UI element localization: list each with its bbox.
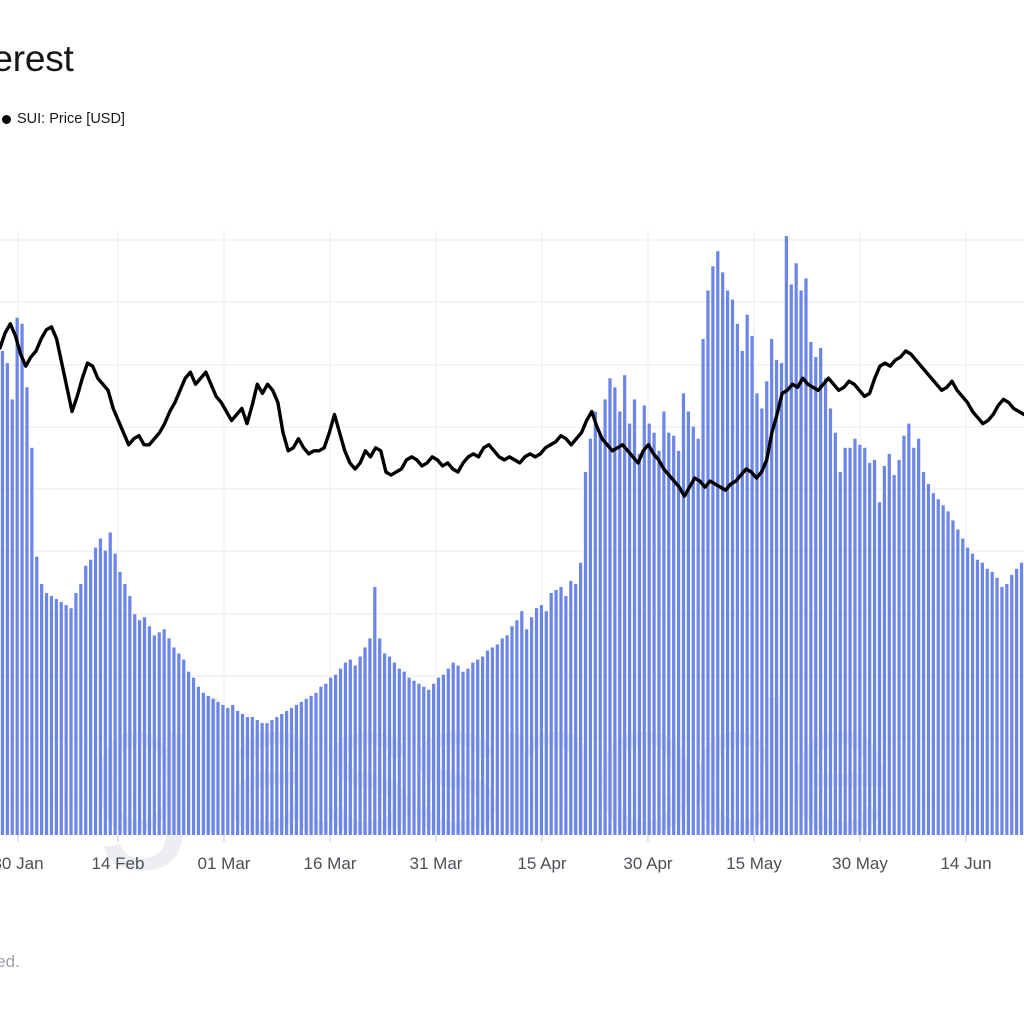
x-tick-label: 30 May [832,854,888,873]
x-axis-ticks [17,835,967,842]
chart-canvas [0,230,1024,836]
x-tick-label: 15 Apr [517,854,567,873]
x-axis: 30 Jan 14 Feb 01 Mar 16 Mar 31 Mar 15 Apr 30 A… [0,835,1024,895]
x-tick-label: 14 Jun [940,854,992,873]
x-tick-label: 30 Jan [0,854,44,873]
chart-legend: SUI: Price [USD] [2,112,125,127]
x-tick-label: 01 Mar [197,854,251,873]
page-title: Open Interest [0,38,74,79]
x-tick-label: 15 May [726,854,782,873]
plot-area[interactable]: glassnode [0,230,1024,872]
bar-series [0,236,1024,836]
footer-note: © Glassnode. All rights reserved. [0,952,20,971]
x-tick-label: 31 Mar [409,854,463,873]
legend-dot-icon [2,114,11,124]
legend-item-label: SUI: Price [USD] [17,111,125,127]
x-tick-label: 16 Mar [303,854,357,873]
price-line-series [0,322,1024,498]
x-tick-label: 14 Feb [91,854,145,873]
x-tick-label: 30 Apr [623,854,673,873]
